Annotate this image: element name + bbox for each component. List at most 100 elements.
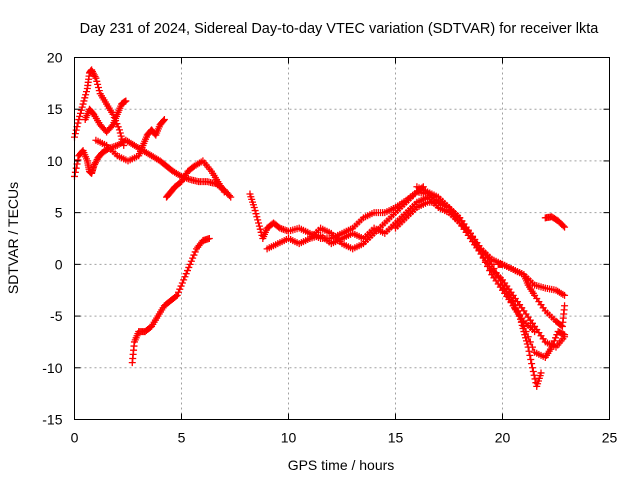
data-point <box>114 123 122 131</box>
data-point <box>561 291 569 299</box>
data-point <box>116 129 124 137</box>
series-track-m <box>499 281 569 361</box>
data-point <box>518 317 526 325</box>
series-track-f <box>128 235 213 367</box>
data-point <box>549 340 557 348</box>
data-point <box>528 364 536 372</box>
y-tick-labels: -15 -10 -5 0 5 10 15 20 <box>42 50 62 428</box>
data-point <box>528 360 536 368</box>
data-point <box>95 87 103 95</box>
data-point <box>522 337 530 345</box>
data-point <box>552 334 560 342</box>
data-point <box>160 117 168 125</box>
data-point <box>160 116 168 124</box>
data-point <box>256 225 264 233</box>
data-point <box>175 288 183 296</box>
data-point <box>255 222 263 230</box>
data-point <box>177 282 185 290</box>
y-axis-label: SDTVAR / TECUs <box>5 182 21 294</box>
data-point <box>253 213 261 221</box>
series-track-k <box>392 198 569 351</box>
data-point <box>561 302 569 310</box>
series-line <box>416 186 542 387</box>
data-point <box>108 122 116 130</box>
series-track-c <box>81 97 130 136</box>
series-line <box>95 119 165 162</box>
data-point <box>74 119 82 127</box>
y-tick-label: 20 <box>47 50 63 66</box>
data-point <box>71 130 79 138</box>
series-line <box>395 201 566 348</box>
data-point <box>561 331 569 339</box>
data-point <box>76 109 84 117</box>
series-track-i <box>306 183 427 253</box>
axis-ticks <box>74 57 610 420</box>
data-point <box>181 273 189 281</box>
x-tick-label: 10 <box>281 430 297 446</box>
data-point <box>275 223 283 231</box>
data-point <box>92 74 100 82</box>
data-point <box>524 333 532 341</box>
data-point <box>191 248 199 256</box>
data-point <box>528 343 536 351</box>
x-axis-label: GPS time / hours <box>288 457 395 473</box>
data-point <box>74 156 82 164</box>
data-point <box>122 97 130 105</box>
data-point <box>183 267 191 275</box>
data-point <box>526 338 534 346</box>
data-point <box>530 371 538 379</box>
data-point <box>178 279 186 287</box>
data-point <box>93 77 101 85</box>
data-point <box>559 222 567 230</box>
data-point <box>205 235 213 242</box>
data-point <box>72 164 80 172</box>
y-tick-label: 0 <box>55 256 63 272</box>
data-point <box>187 257 195 265</box>
data-point <box>79 100 87 108</box>
data-point <box>520 322 528 330</box>
y-tick-label: 5 <box>55 205 63 221</box>
data-point <box>182 270 190 278</box>
series-track-a <box>71 136 235 201</box>
data-point <box>77 106 85 114</box>
x-tick-label: 25 <box>602 430 618 446</box>
series-track-l <box>494 260 569 330</box>
data-point <box>513 307 521 315</box>
data-point <box>561 223 569 231</box>
x-tick-label: 20 <box>495 430 511 446</box>
data-point <box>189 254 197 262</box>
series-layer <box>71 66 569 390</box>
y-tick-label: -5 <box>50 308 63 324</box>
data-point <box>72 126 80 134</box>
data-point <box>225 192 233 200</box>
data-point <box>82 88 90 96</box>
data-point <box>186 260 194 268</box>
data-point <box>190 251 198 259</box>
data-point <box>185 263 193 271</box>
data-point <box>94 80 102 88</box>
data-point <box>119 138 127 146</box>
plot-frame <box>74 57 610 420</box>
data-point <box>115 126 123 134</box>
x-tick-label: 0 <box>71 430 79 446</box>
data-point <box>120 141 128 149</box>
data-point <box>255 219 263 227</box>
y-tick-label: 15 <box>47 101 63 117</box>
data-point <box>526 351 534 359</box>
x-tick-label: 5 <box>178 430 186 446</box>
data-point <box>548 343 556 351</box>
y-tick-label: 10 <box>47 153 63 169</box>
x-tick-labels: 0 5 10 15 20 25 <box>71 430 618 446</box>
data-point <box>525 347 533 355</box>
data-point <box>537 369 545 377</box>
data-point <box>91 73 99 81</box>
data-point <box>250 203 258 211</box>
data-point <box>75 116 83 124</box>
data-point <box>117 132 125 140</box>
data-point <box>252 210 260 218</box>
data-point <box>176 285 184 293</box>
data-point <box>118 135 126 143</box>
data-point <box>76 112 84 120</box>
data-point <box>71 168 79 176</box>
